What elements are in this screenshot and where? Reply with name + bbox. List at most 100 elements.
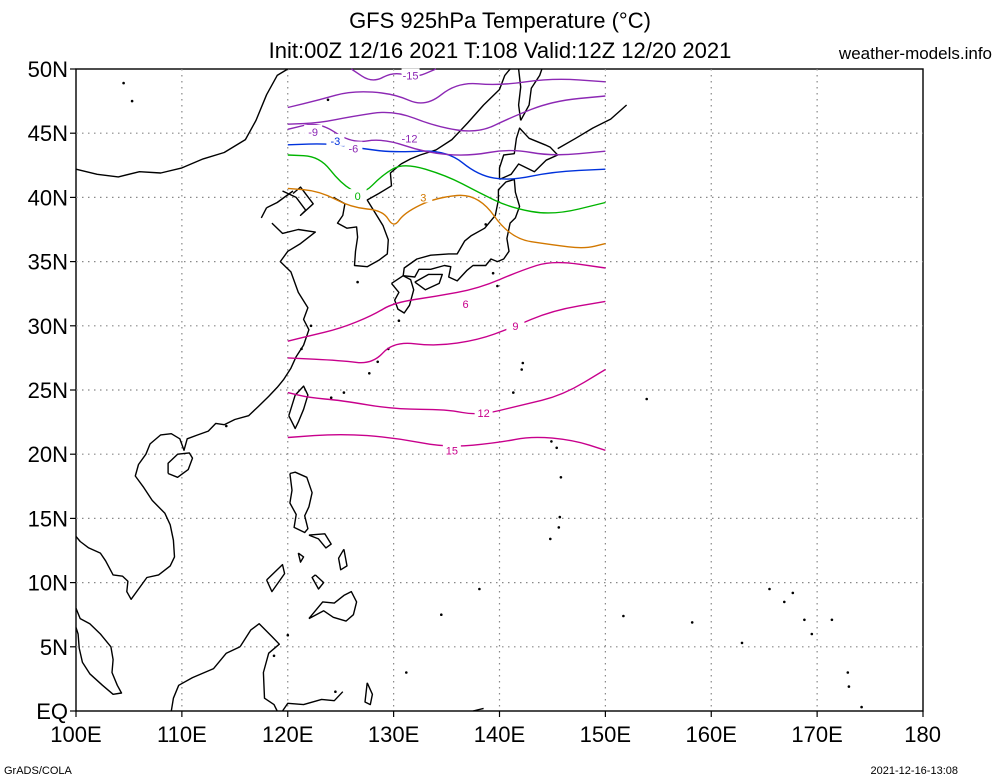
source-credit: weather-models.info [838, 44, 992, 63]
render-timestamp: 2021-12-16-13:08 [870, 765, 958, 777]
coastline [266, 190, 294, 209]
contour-label-bg [326, 133, 345, 146]
island-dot [791, 591, 795, 595]
island-dot [397, 319, 401, 323]
contour-label-bg [401, 68, 420, 81]
island-dot [122, 81, 125, 85]
island-dot [342, 391, 346, 394]
contour-label-bg [348, 189, 367, 202]
x-tick-label: 140E [474, 722, 525, 747]
y-tick-label: 10N [28, 571, 68, 596]
coastline [337, 548, 348, 571]
coastline [281, 691, 344, 712]
y-tick-label: 5N [40, 635, 68, 660]
coastline [308, 533, 332, 549]
island-dot [484, 223, 488, 226]
island-dot [405, 671, 408, 674]
island-dot [549, 537, 552, 541]
island-dot [847, 685, 851, 688]
contour-label: 0 [355, 191, 361, 203]
x-tick-label: 180 [904, 722, 941, 747]
coastline [400, 68, 511, 165]
coastline [472, 707, 484, 712]
island-dot [846, 671, 850, 674]
coastline [75, 608, 123, 695]
island-dot [645, 397, 648, 401]
contour-label: 15 [446, 445, 458, 457]
software-credit: GrADS/COLA [4, 765, 72, 777]
chart-subtitle: Init:00Z 12/16 2021 T:108 Valid:12Z 12/2… [268, 38, 732, 63]
coastline [75, 222, 316, 600]
contour-label-bg [344, 141, 363, 154]
contour-label-bg [304, 124, 323, 137]
axis-ticks: 100E 110E 120E 130E 140E 150E 160E 170E 180 50N 45… [28, 57, 941, 747]
contour-label-bg [442, 443, 461, 456]
contour-line [287, 95, 606, 132]
coastline [239, 623, 280, 712]
contour-line [350, 68, 437, 81]
coastline [517, 68, 522, 121]
contour-label-bg [474, 406, 493, 419]
coastlines [75, 68, 863, 712]
island-dot [334, 690, 337, 693]
y-tick-label: 25N [28, 378, 68, 403]
contour-label: -3 [331, 136, 341, 148]
coastline [265, 563, 286, 593]
coastline [288, 385, 309, 430]
island-dot [286, 633, 290, 637]
y-tick-label: 45N [28, 121, 68, 146]
y-tick-label: EQ [36, 699, 68, 724]
coastline [520, 68, 543, 121]
island-dot [512, 391, 515, 394]
island-dot [521, 361, 525, 365]
coastline [308, 590, 358, 622]
coastline [414, 273, 443, 291]
island-dot [440, 613, 443, 616]
chart-title: GFS 925hPa Temperature (°C) [349, 8, 651, 33]
island-dot [272, 654, 276, 658]
island-dot [830, 618, 834, 622]
island-dot [622, 614, 625, 618]
island-dot [555, 446, 558, 450]
x-tick-label: 170E [791, 722, 842, 747]
island-dot [768, 587, 771, 591]
island-dot [130, 99, 134, 103]
y-tick-label: 15N [28, 506, 68, 531]
coastline [289, 471, 313, 534]
contour-line [287, 300, 606, 364]
island-dot [557, 526, 561, 529]
coastline [557, 104, 628, 150]
contour-label: -6 [349, 144, 359, 156]
island-dot [368, 372, 371, 375]
island-dot [550, 440, 553, 443]
contour-line [287, 78, 606, 109]
contour-label: -12 [402, 133, 418, 145]
y-tick-label: 20N [28, 442, 68, 467]
coastline [402, 178, 521, 282]
contour-line [287, 154, 606, 214]
island-dot [491, 271, 495, 275]
island-dot [309, 324, 313, 328]
contour-label: 6 [463, 299, 469, 311]
x-tick-label: 120E [262, 722, 313, 747]
island-dot [810, 632, 814, 636]
contour-label: -9 [308, 127, 318, 139]
contour-label: 3 [420, 192, 426, 204]
contour-label-bg [456, 296, 475, 309]
y-tick-label: 40N [28, 185, 68, 210]
coastline [311, 574, 325, 590]
island-dot [520, 368, 523, 371]
y-tick-label: 50N [28, 57, 68, 82]
coastline [170, 646, 241, 712]
island-dot [329, 396, 333, 400]
contour-label-bg [400, 131, 419, 144]
island-dot [225, 424, 228, 428]
island-dot [559, 476, 563, 479]
coastline [260, 207, 268, 219]
graticule [76, 69, 923, 711]
island-dot [690, 621, 694, 624]
x-tick-label: 150E [580, 722, 631, 747]
x-tick-label: 160E [686, 722, 737, 747]
